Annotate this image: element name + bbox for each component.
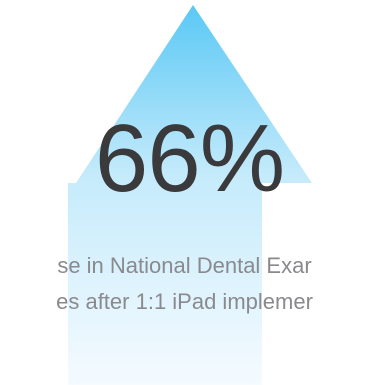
caption-text: se in National Dental Exar es after 1:1 … (0, 248, 369, 320)
headline-percentage: 66% (94, 105, 285, 212)
caption-line-1: se in National Dental Exar (57, 253, 312, 278)
caption-line-2: es after 1:1 iPad implemer (56, 289, 313, 314)
arrow-shape (68, 5, 312, 385)
